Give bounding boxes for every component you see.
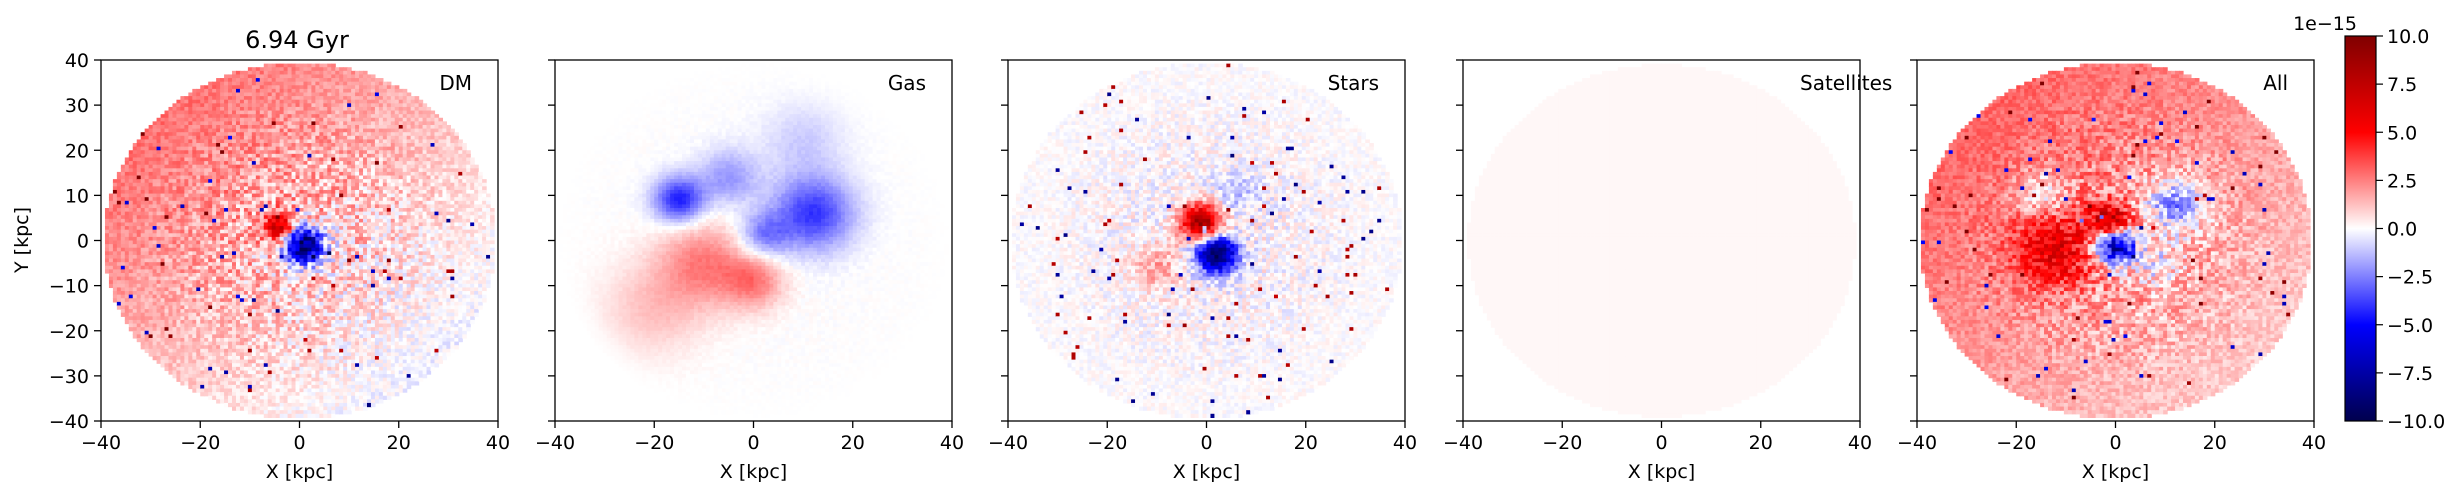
panels: −40 −20 0 20 40 X [kpc] −40 −30 −20 −10 0 10 20 30 40 D… — [49, 50, 2326, 483]
y-axis-label: Y [kpc] — [11, 207, 33, 274]
heatmap-dm — [105, 64, 495, 418]
y-tick-label: −30 — [49, 366, 89, 388]
colorbar-tick-label: 0.0 — [2387, 219, 2417, 241]
x-tick-label: −40 — [988, 432, 1028, 454]
x-axis-label: X [kpc] — [720, 461, 787, 483]
x-axis-label: X [kpc] — [1628, 461, 1695, 483]
y-tick-label: 30 — [65, 95, 89, 117]
colorbar-offset-label: 1e−15 — [2293, 13, 2357, 35]
x-axis-label: X [kpc] — [266, 461, 333, 483]
y-tick-label: 0 — [77, 231, 89, 253]
x-tick-label: 20 — [2203, 432, 2227, 454]
x-tick-label: −40 — [535, 432, 575, 454]
panel-gas: −40 −20 0 20 40 X [kpc] Gas — [535, 60, 964, 483]
panel-label: Gas — [888, 71, 926, 95]
x-tick-label: 0 — [2109, 432, 2121, 454]
panel-all: −40 −20 0 20 40 X [kpc] All — [1897, 60, 2326, 483]
x-tick-label: 0 — [1655, 432, 1667, 454]
x-tick-label: 40 — [2302, 432, 2326, 454]
x-tick-label: 0 — [747, 432, 759, 454]
x-tick-label: 40 — [486, 432, 510, 454]
x-tick-label: −40 — [1897, 432, 1937, 454]
x-tick-label: 40 — [940, 432, 964, 454]
x-tick-label: 20 — [1294, 432, 1318, 454]
colorbar-tick-label: 7.5 — [2387, 74, 2417, 96]
colorbar-tick-label: 2.5 — [2387, 170, 2417, 192]
heatmap-satellites — [1467, 64, 1857, 418]
colorbar: 1e−15 −10.0 −7.5 −5.0 −2.5 0.0 2.5 5.0 7.5 10.0 — [2293, 13, 2445, 433]
x-axis-label: X [kpc] — [2082, 461, 2149, 483]
chart-title: 6.94 Gyr — [245, 26, 349, 54]
x-tick-label: 20 — [841, 432, 865, 454]
y-tick-label: −10 — [49, 276, 89, 298]
heatmap-stars — [1012, 64, 1402, 418]
panel-stars: −40 −20 0 20 40 X [kpc] Stars — [988, 60, 1417, 483]
colorbar-tick-label: −2.5 — [2387, 267, 2433, 289]
colorbar-tick-label: −7.5 — [2387, 363, 2433, 385]
x-tick-label: 20 — [387, 432, 411, 454]
heatmap-all — [1921, 64, 2311, 418]
colorbar-tick-label: 5.0 — [2387, 122, 2417, 144]
x-axis-label: X [kpc] — [1173, 461, 1240, 483]
panel-label: All — [2263, 71, 2288, 95]
x-tick-label: −40 — [81, 432, 121, 454]
x-tick-label: −20 — [634, 432, 674, 454]
x-tick-label: 40 — [1848, 432, 1872, 454]
y-tick-label: 20 — [65, 140, 89, 162]
x-tick-label: 0 — [293, 432, 305, 454]
colorbar-tick-label: −10.0 — [2387, 411, 2445, 433]
panel-label: DM — [439, 71, 472, 95]
panel-label: Stars — [1328, 71, 1379, 95]
y-tick-label: −40 — [49, 411, 89, 433]
x-tick-label: 20 — [1749, 432, 1773, 454]
colorbar-tick-label: −5.0 — [2387, 315, 2433, 337]
x-tick-label: −20 — [1542, 432, 1582, 454]
x-tick-label: −20 — [1996, 432, 2036, 454]
panel-dm: −40 −20 0 20 40 X [kpc] −40 −30 −20 −10 0 10 20 30 40 D… — [49, 50, 510, 483]
x-tick-label: 40 — [1393, 432, 1417, 454]
y-tick-label: −20 — [49, 321, 89, 343]
x-tick-label: −20 — [1087, 432, 1127, 454]
x-tick-label: −20 — [180, 432, 220, 454]
y-tick-label: 40 — [65, 50, 89, 72]
x-tick-label: 0 — [1200, 432, 1212, 454]
colorbar-tick-label: 10.0 — [2387, 26, 2429, 48]
heatmap-gas — [559, 64, 949, 418]
panel-label: Satellites — [1800, 71, 1892, 95]
x-tick-label: −40 — [1443, 432, 1483, 454]
y-tick-label: 10 — [65, 185, 89, 207]
colorbar-gradient — [2345, 36, 2376, 421]
panel-satellites: −40 −20 0 20 40 X [kpc] Satellites — [1443, 60, 1892, 483]
